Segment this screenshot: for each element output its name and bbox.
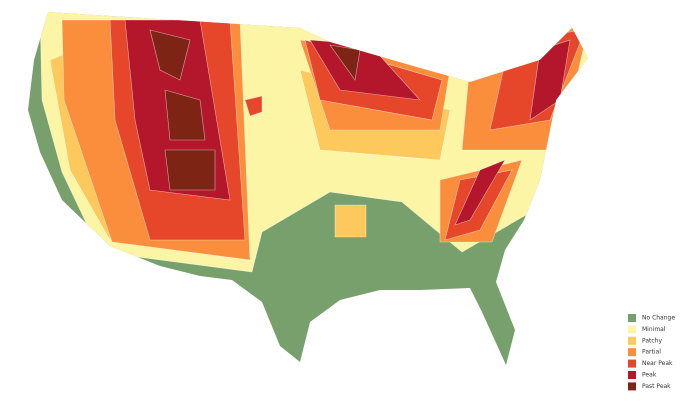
legend-label: Past Peak [642, 383, 671, 390]
region-past-peak [164, 149, 216, 191]
legend-swatch [628, 348, 636, 357]
legend: No Change Minimal Patchy Partial Near Peak Pe… [628, 314, 675, 391]
legend-swatch [628, 359, 636, 368]
legend-label: Partial [642, 349, 661, 356]
legend-label: No Change [642, 315, 675, 322]
legend-swatch [628, 314, 636, 322]
region-past-peak [329, 44, 361, 81]
region-peak [454, 159, 506, 226]
region-past-peak [164, 89, 206, 141]
legend-swatch [628, 382, 636, 391]
legend-label: Peak [642, 372, 657, 379]
legend-label: Minimal [642, 326, 666, 333]
legend-swatch [628, 371, 636, 379]
legend-swatch [628, 325, 636, 334]
region-near-peak [244, 95, 263, 117]
region-past-peak [149, 29, 191, 81]
legend-label: Patchy [642, 337, 662, 344]
legend-label: Near Peak [642, 360, 673, 367]
region-patchy [334, 204, 367, 238]
legend-swatch [628, 336, 636, 345]
